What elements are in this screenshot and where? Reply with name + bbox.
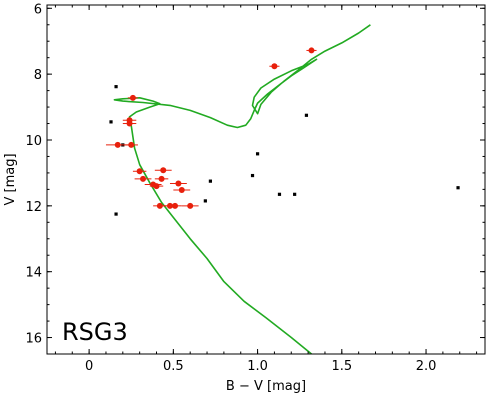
member-star-marker [175,180,182,187]
field-star-marker [114,85,118,89]
field-star-marker [456,186,460,190]
member-star-marker [187,202,194,209]
y-axis: 6 8 10 12 14 16 [25,2,485,355]
y-axis-label: V [mag] [3,153,18,205]
y-tick-label: 10 [25,134,42,149]
x-tick-label: 1.5 [331,359,352,374]
member-star-marker [114,141,121,148]
member-star-marker [178,187,185,194]
plot-area [105,24,460,354]
field-star-marker [255,152,260,156]
member-star-marker [271,63,278,70]
member-star-marker [136,168,143,175]
field-star-marker [250,173,255,178]
member-star-marker [308,47,315,54]
y-tick-label: 12 [25,200,42,215]
x-tick-label: 0.5 [163,359,184,374]
member-star-marker [140,175,147,182]
panel-label: RSG3 [62,318,128,346]
field-star-marker [114,212,118,216]
y-tick-label: 14 [25,266,42,281]
x-tick-label: 0 [85,359,93,374]
plot-frame [46,4,486,355]
x-tick-label: 1.0 [247,359,268,374]
field-star-marker [277,192,282,196]
member-star-marker [129,94,136,101]
member-star-marker [126,120,133,127]
member-star-marker [172,202,179,209]
member-star-marker [158,175,165,182]
y-tick-label: 16 [25,332,42,347]
y-tick-label: 8 [34,68,42,83]
field-star-marker [304,113,309,117]
field-star-marker [109,120,113,124]
y-tick-label: 6 [34,2,42,17]
member-star-marker [128,141,135,148]
x-axis: 0 0.5 1.0 1.5 2.0 [54,5,478,374]
field-star-marker [293,192,297,196]
field-star-marker [208,179,213,183]
member-star-marker [153,183,160,190]
member-star-marker [160,167,167,174]
field-star-marker [203,199,207,203]
member-star-marker [156,202,163,209]
x-tick-label: 2.0 [416,359,437,374]
x-axis-label: B − V [mag] [226,379,306,394]
